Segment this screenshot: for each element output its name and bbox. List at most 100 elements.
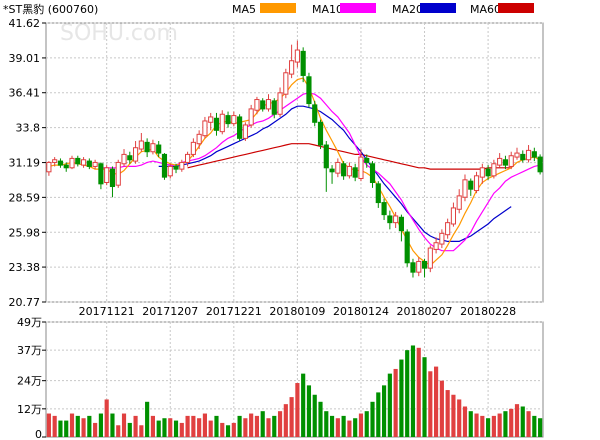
candle-body [520, 153, 526, 161]
candle [502, 155, 509, 170]
candle [335, 158, 341, 178]
ma5-line [48, 77, 541, 267]
candle [179, 159, 185, 172]
candle-body [433, 242, 439, 250]
candle-body [479, 167, 485, 178]
candle-body [196, 133, 202, 145]
candle [537, 154, 543, 175]
legend-swatch-ma60 [498, 3, 534, 13]
candle [341, 161, 347, 180]
candle [57, 158, 64, 168]
volume-bar [491, 415, 496, 437]
volume-bar [266, 418, 271, 437]
candle-body [127, 155, 133, 161]
legend: MA5 MA10 MA20 MA60 [232, 3, 534, 16]
candle [508, 151, 514, 170]
volume-axis: 49万 37万 24万 12万 0 [17, 316, 46, 440]
candle [46, 161, 52, 176]
volume-bar [127, 422, 132, 437]
candle-body [300, 50, 306, 76]
volume-bar [387, 373, 392, 437]
candle [104, 165, 110, 186]
candle [416, 257, 422, 277]
volume-bar [208, 420, 213, 437]
candle [450, 202, 457, 227]
candle-body [306, 76, 312, 105]
volume-bar [220, 422, 225, 437]
candle [80, 157, 87, 168]
price-tick-label: 39.01 [9, 52, 41, 65]
candle-body [271, 100, 277, 115]
candle-body [427, 247, 433, 269]
candle-body [497, 157, 503, 166]
volume-panel-frame [45, 321, 544, 438]
candle-body [190, 141, 196, 155]
volume-bar [538, 418, 543, 437]
date-tick-label: 20180228 [460, 305, 516, 318]
candle-body [86, 160, 92, 167]
candle-body [161, 153, 168, 178]
candle [75, 155, 81, 167]
candle-body [294, 49, 300, 63]
price-tick-label: 25.98 [9, 226, 41, 239]
price-tick-label: 23.38 [9, 261, 41, 274]
candle-body [202, 120, 208, 137]
candle [231, 111, 237, 127]
volume-bar [110, 413, 115, 437]
candle [237, 114, 243, 142]
candle [98, 162, 104, 190]
candle [306, 72, 312, 108]
volume-bar [318, 401, 323, 437]
candle-body [242, 124, 248, 139]
candle [312, 100, 318, 127]
candle-body [352, 167, 358, 178]
candle-body [283, 72, 289, 95]
candle-body [98, 163, 104, 185]
volume-bar [237, 415, 242, 437]
candle-body [358, 156, 364, 179]
candle-body [104, 167, 110, 184]
candle-body [485, 168, 491, 177]
candle [317, 119, 324, 150]
price-tick-label: 31.19 [9, 157, 41, 170]
candle-body [456, 195, 462, 210]
candle-body [393, 215, 399, 224]
volume-bar [150, 415, 155, 437]
volume-bar [87, 415, 92, 437]
volume-bar [145, 401, 150, 437]
legend-label-ma20: MA20 [392, 3, 423, 16]
candle [190, 138, 196, 158]
candle [185, 151, 191, 167]
candle [254, 96, 260, 115]
candle-body [398, 216, 404, 232]
volume-bar [468, 411, 473, 437]
volume-bar [289, 397, 294, 437]
volume-bar [179, 422, 184, 437]
volume-bar [202, 413, 208, 437]
candle [277, 87, 283, 117]
candle [265, 94, 272, 112]
volume-tick-label: 12万 [17, 403, 42, 416]
candle-body [468, 180, 474, 190]
candle-body [63, 164, 69, 169]
candle-body [156, 144, 162, 154]
candle-body [115, 161, 121, 186]
candle [127, 151, 133, 164]
candle [242, 122, 248, 142]
candle-body [219, 113, 225, 133]
candle [213, 112, 220, 136]
candle-body [369, 163, 376, 184]
volume-bar [520, 406, 525, 437]
candle [161, 153, 168, 180]
candle-body [312, 104, 318, 123]
volume-tick-label: 37万 [17, 344, 42, 357]
candle-body [439, 232, 445, 245]
price-tick-label: 33.8 [16, 122, 41, 135]
volume-bar [277, 411, 283, 437]
candlesticks [46, 40, 543, 278]
candle [369, 161, 376, 188]
volume-bar [428, 371, 433, 437]
volume-bar [405, 350, 410, 437]
date-tick-label: 20171221 [206, 305, 262, 318]
candle [433, 237, 439, 254]
